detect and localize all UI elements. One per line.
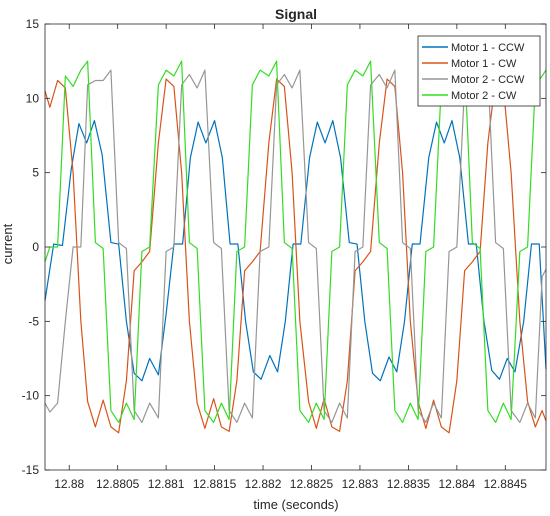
legend: Motor 1 - CCW Motor 1 - CW Motor 2 - CCW Mo… — [417, 35, 541, 107]
x-tick-label: 12.8835 — [387, 477, 431, 491]
x-tick-label: 12.882 — [245, 477, 282, 491]
x-tick-label: 12.8815 — [193, 477, 237, 491]
series-line-1 — [44, 120, 547, 382]
x-tick-label: 12.88 — [54, 477, 84, 491]
y-tick-label: 0 — [32, 240, 39, 254]
legend-label: Motor 1 - CCW — [451, 42, 525, 54]
legend-label: Motor 1 - CW — [451, 58, 517, 70]
x-tick-label: 12.8825 — [290, 477, 334, 491]
y-tick-label: -10 — [22, 389, 40, 403]
y-tick-label: -15 — [22, 463, 40, 477]
series-line-2 — [44, 78, 547, 434]
y-tick-label: -5 — [28, 314, 39, 328]
legend-label: Motor 2 - CW — [451, 90, 517, 102]
x-tick-label: 12.881 — [148, 477, 185, 491]
x-tick-label: 12.8805 — [96, 477, 140, 491]
y-axis-label: current — [0, 223, 15, 264]
x-axis: 12.88 12.8805 12.881 12.8815 12.882 12.8825 12… — [54, 24, 527, 491]
x-tick-label: 12.884 — [438, 477, 475, 491]
legend-label: Motor 2 - CCW — [451, 74, 525, 86]
chart-title: Signal — [275, 6, 317, 22]
x-tick-label: 12.8845 — [484, 477, 528, 491]
y-tick-label: 10 — [26, 91, 40, 105]
y-tick-label: 15 — [26, 17, 40, 31]
y-axis: -15 -10 -5 0 5 10 15 — [22, 17, 546, 477]
x-axis-label: time (seconds) — [253, 497, 338, 512]
y-tick-label: 5 — [32, 166, 39, 180]
x-tick-label: 12.883 — [342, 477, 379, 491]
